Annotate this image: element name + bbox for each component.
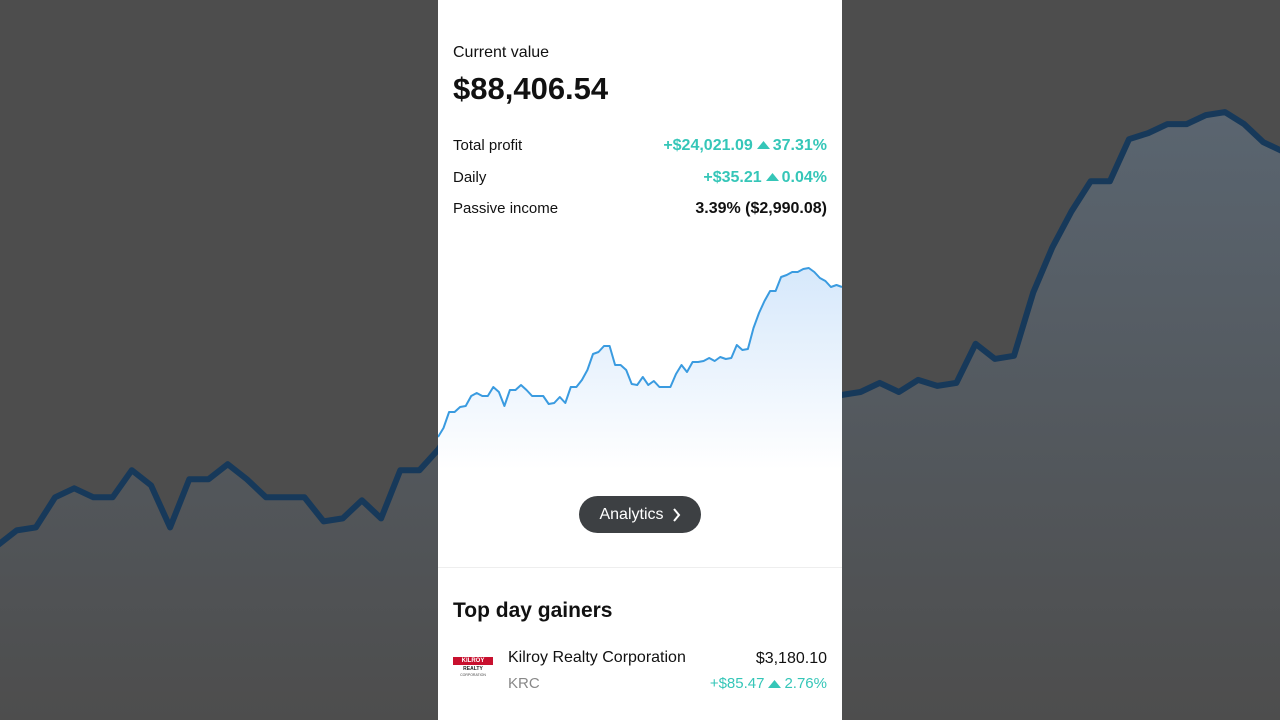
portfolio-chart	[438, 267, 842, 470]
ticker: KRC	[508, 675, 540, 692]
current-value-label: Current value	[453, 44, 550, 61]
area	[0, 112, 1280, 720]
stat-value: 3.39% ($2,990.08)	[695, 200, 827, 217]
button-label: Analytics	[599, 505, 664, 523]
stat-amount: +$24,021.09	[663, 137, 753, 154]
stat-label: Total profit	[453, 137, 523, 154]
change: +$85.47 2.76%	[710, 675, 827, 692]
stat-percent: 0.04%	[781, 169, 827, 186]
divider	[438, 567, 842, 568]
up-arrow	[756, 141, 770, 150]
change-amount: +$85.47	[709, 675, 765, 692]
logo-text: CORPORATION	[460, 673, 486, 677]
section-title: Top day gainers	[453, 599, 613, 622]
company-logo: KILROY REALTY CORPORATION	[453, 657, 493, 683]
stat-label: Passive income	[453, 200, 559, 217]
line	[438, 267, 842, 438]
stat-value: +$35.21 0.04%	[703, 169, 827, 187]
logo-text: KILROY	[453, 657, 493, 665]
stat-percent: 37.31%	[772, 137, 827, 154]
logo-text: REALTY	[463, 666, 483, 672]
area	[438, 268, 842, 470]
current-value: $88,406.54	[453, 71, 609, 106]
chevron-icon	[672, 507, 680, 522]
price: $3,180.10	[755, 650, 827, 667]
change-percent: 2.76%	[784, 675, 827, 692]
stat-value: +$24,021.09 37.31%	[663, 137, 827, 155]
app-panel: Current value $88,406.54 Total profit +$…	[438, 0, 842, 720]
stat-label: Daily	[453, 169, 487, 186]
company-name[interactable]: Kilroy Realty Corporation	[508, 649, 686, 666]
stat-amount: +$35.21	[703, 169, 762, 186]
up-arrow	[768, 679, 782, 688]
up-arrow	[765, 173, 779, 182]
analytics-button[interactable]: Analytics	[579, 496, 701, 533]
